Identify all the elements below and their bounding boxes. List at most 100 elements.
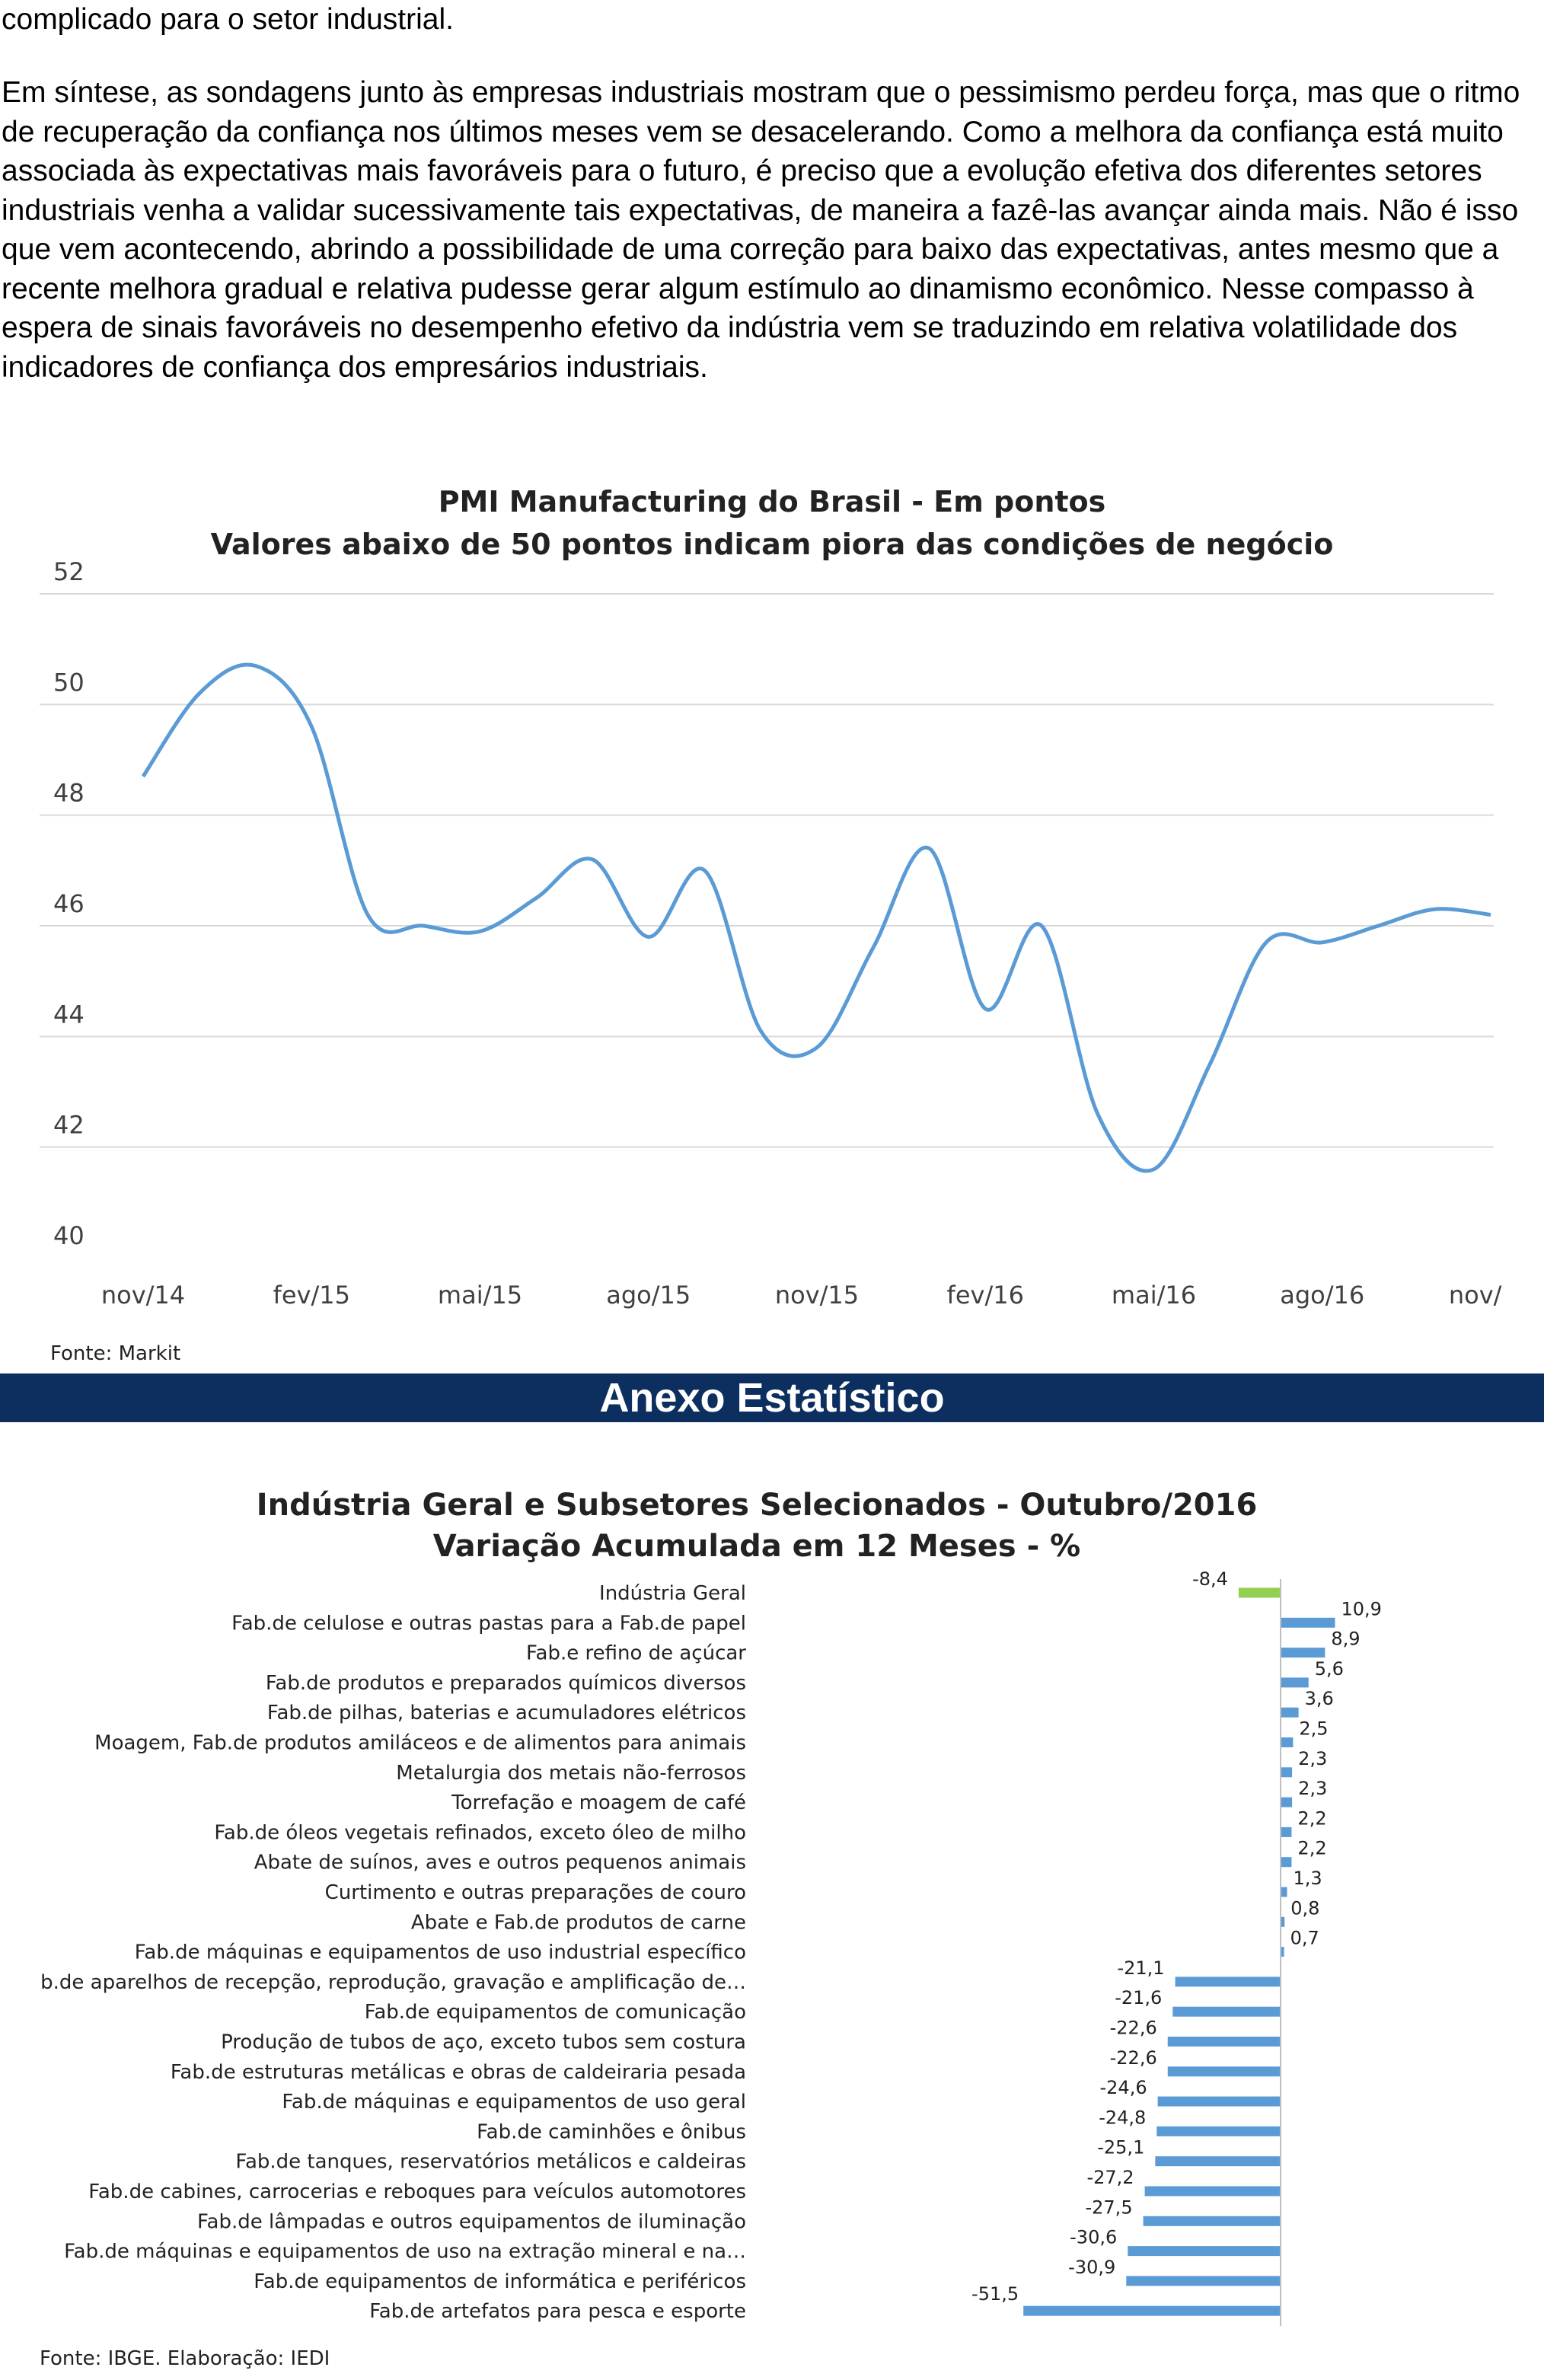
annex-banner: Anexo Estatístico	[0, 1373, 1544, 1422]
x-tick-label: nov/15	[775, 1281, 859, 1310]
data-label: 2,5	[1299, 1718, 1328, 1740]
x-tick-label: fev/16	[947, 1281, 1024, 1310]
industry-chart-svg: Indústria Geral e Subsetores Selecionado…	[19, 1488, 1382, 2370]
bar	[1281, 1857, 1292, 1868]
chart-subtitle: Valores abaixo de 50 pontos indicam pior…	[211, 528, 1334, 561]
category-label: Fab.e refino de açúcar	[526, 1642, 746, 1665]
y-tick-label: 44	[53, 1000, 85, 1029]
y-tick-label: 50	[53, 668, 85, 697]
chart-subtitle: Variação Acumulada em 12 Meses - %	[433, 1529, 1080, 1564]
data-label: -51,5	[971, 2283, 1019, 2305]
x-tick-label: mai/15	[438, 1281, 522, 1310]
category-label: Fab.de óleos vegetais refinados, exceto …	[214, 1821, 746, 1844]
bar	[1281, 1707, 1299, 1718]
data-label: -21,1	[1117, 1957, 1164, 1979]
data-label: -22,6	[1110, 2047, 1157, 2069]
bar	[1281, 1737, 1294, 1747]
category-label: Fab.de artefatos para pesca e esporte	[369, 2300, 746, 2323]
category-label: Fab.de estruturas metálicas e obras de c…	[171, 2061, 746, 2084]
category-label: Fab.de equipamentos de informática e per…	[254, 2270, 746, 2293]
y-tick-label: 42	[53, 1111, 85, 1140]
category-label: Fab.de produtos e preparados químicos di…	[266, 1672, 746, 1695]
category-label: Fab.de máquinas e equipamentos de uso na…	[64, 2241, 746, 2264]
data-label: 0,7	[1290, 1928, 1319, 1949]
pmi-chart-svg: PMI Manufacturing do Brasil - Em pontos V…	[40, 485, 1533, 1365]
data-label: -24,8	[1099, 2107, 1146, 2128]
data-label: -21,6	[1115, 1987, 1162, 2008]
bar	[1128, 2246, 1281, 2257]
category-label: Indústria Geral	[599, 1582, 746, 1605]
category-label: Fab.de aparelhos de recepção, reprodução…	[40, 1971, 746, 1994]
data-label: 5,6	[1315, 1658, 1344, 1680]
bar	[1281, 1767, 1293, 1778]
y-tick-label: 40	[53, 1221, 85, 1250]
category-label: Fab.de equipamentos de comunicação	[365, 2001, 746, 2024]
bar	[1281, 1947, 1284, 1957]
y-tick-label: 46	[53, 889, 85, 918]
bar	[1144, 2186, 1281, 2197]
category-label: Fab.de tanques, reservatórios metálicos …	[235, 2151, 746, 2174]
data-label: 8,9	[1331, 1629, 1360, 1650]
bar	[1281, 1916, 1285, 1927]
bar	[1126, 2276, 1281, 2286]
bar	[1238, 1587, 1281, 1598]
pmi-series-line	[141, 662, 1491, 1173]
data-label: 1,3	[1294, 1868, 1322, 1889]
category-label: Fab.de lâmpadas e outros equipamentos de…	[197, 2210, 746, 2233]
y-tick-label: 52	[53, 557, 85, 586]
data-label: -24,6	[1100, 2077, 1147, 2098]
data-label: -8,4	[1192, 1568, 1228, 1590]
data-label: 3,6	[1305, 1688, 1334, 1709]
bar	[1281, 1648, 1325, 1658]
paragraph-intro: complicado para o setor industrial.	[2, 3, 454, 36]
data-label: 0,8	[1290, 1897, 1319, 1919]
data-label: 2,3	[1298, 1748, 1327, 1769]
x-tick-label: fev/15	[273, 1281, 350, 1310]
data-label: 2,2	[1297, 1807, 1326, 1829]
bar	[1143, 2216, 1281, 2226]
category-label: Curtimento e outras preparações de couro	[325, 1881, 746, 1904]
category-label: Fab.de caminhões e ônibus	[477, 2120, 746, 2143]
category-label: Abate e Fab.de produtos de carne	[411, 1911, 746, 1934]
category-label: Fab.de máquinas e equipamentos de uso ge…	[282, 2091, 746, 2114]
bar	[1281, 1677, 1309, 1688]
bar	[1156, 2126, 1281, 2136]
bar	[1281, 1797, 1293, 1807]
data-label: -27,2	[1086, 2167, 1134, 2188]
data-label: -30,9	[1068, 2257, 1115, 2278]
category-label: Fab.de máquinas e equipamentos de uso in…	[135, 1941, 746, 1964]
chart-title: PMI Manufacturing do Brasil - Em pontos	[439, 485, 1106, 518]
category-label: Fab.de pilhas, baterias e acumuladores e…	[267, 1702, 746, 1724]
bar	[1155, 2156, 1281, 2167]
bar	[1157, 2096, 1281, 2107]
bar	[1023, 2305, 1281, 2316]
bar	[1281, 1617, 1335, 1628]
bar	[1281, 1887, 1287, 1897]
industry-bar-chart: Indústria Geral e Subsetores Selecionado…	[19, 1469, 1504, 2376]
x-tick-label: nov/14	[101, 1281, 185, 1310]
data-label: 10,9	[1341, 1598, 1382, 1619]
pmi-line-chart: PMI Manufacturing do Brasil - Em pontos V…	[40, 466, 1533, 1365]
data-label: -22,6	[1110, 2018, 1157, 2039]
data-label: -27,5	[1085, 2197, 1132, 2218]
chart-title: Indústria Geral e Subsetores Selecionado…	[257, 1488, 1258, 1523]
bar	[1281, 1826, 1292, 1837]
bar	[1167, 2066, 1281, 2077]
category-label: Moagem, Fab.de produtos amiláceos e de a…	[94, 1732, 746, 1755]
category-label: Metalurgia dos metais não-ferrosos	[396, 1762, 746, 1785]
data-label: -30,6	[1070, 2227, 1117, 2248]
bar	[1167, 2037, 1281, 2047]
category-label: Produção de tubos de aço, exceto tubos s…	[221, 2031, 746, 2054]
x-tick-label: mai/16	[1112, 1281, 1196, 1310]
category-label: Fab.de celulose e outras pastas para a F…	[231, 1612, 746, 1635]
x-tick-label: ago/16	[1280, 1281, 1364, 1310]
chart-source: Fonte: IBGE. Elaboração: IEDI	[40, 2347, 330, 2370]
data-label: -25,1	[1097, 2137, 1144, 2158]
data-label: 2,3	[1298, 1778, 1327, 1799]
chart-source: Fonte: Markit	[50, 1342, 180, 1364]
paragraph-summary: Em síntese, as sondagens junto às empres…	[2, 76, 1520, 384]
data-label: 2,2	[1297, 1838, 1326, 1859]
category-label: Torrefação e moagem de café	[451, 1791, 746, 1814]
x-tick-label: nov/16	[1449, 1281, 1504, 1310]
category-label: Fab.de cabines, carrocerias e reboques p…	[88, 2181, 746, 2203]
